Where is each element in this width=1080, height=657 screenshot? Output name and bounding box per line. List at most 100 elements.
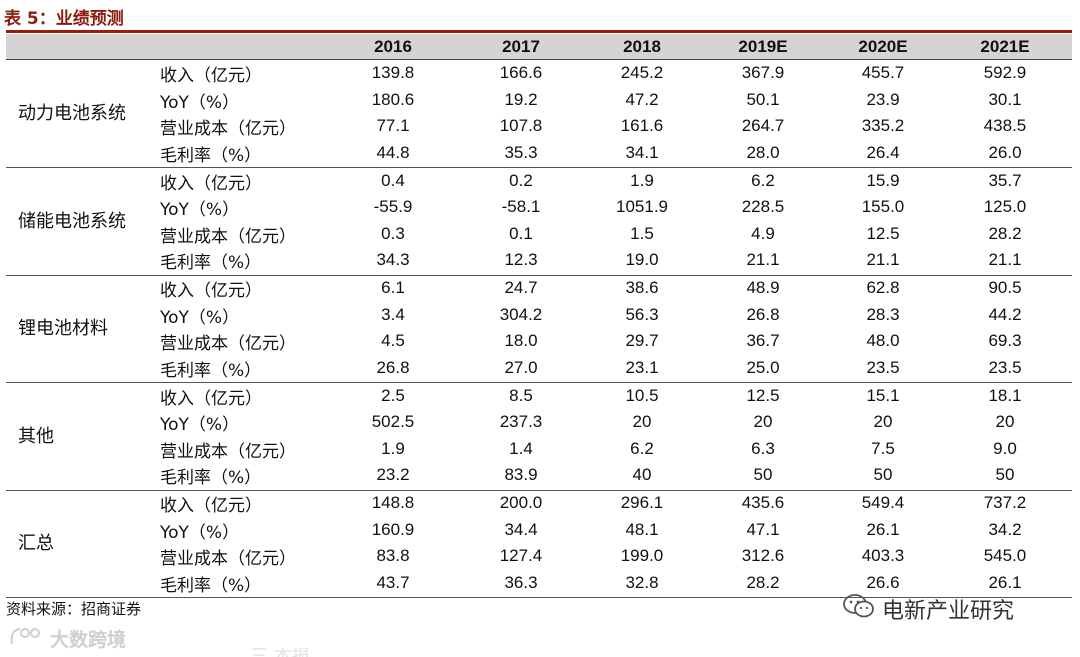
- table-cell: 28.3: [866, 304, 900, 324]
- metric-label: YoY（%）: [160, 92, 240, 113]
- watermark-text: 大数跨境: [50, 629, 127, 651]
- table-cell: 367.9: [741, 63, 785, 82]
- table-cell: 127.4: [499, 546, 543, 565]
- table-cell: 10.5: [625, 385, 659, 405]
- metric-label: 收入（亿元）: [160, 281, 262, 301]
- segment-name: 动力电池系统: [18, 103, 126, 124]
- table-cell: 12.5: [746, 385, 780, 405]
- table-row: YoY（%） 160.9 34.4 48.1 47.1 26.1 34.2: [6, 519, 1072, 545]
- table-cell: 23.1: [625, 357, 659, 377]
- metric-label: 营业成本（亿元）: [160, 334, 296, 354]
- table-row: 营业成本（亿元） 0.3 0.1 1.5 4.9 12.5 28.2: [6, 223, 1072, 249]
- table-cell: 502.5: [371, 412, 415, 431]
- table-cell: 40: [632, 465, 652, 484]
- metric-label: 营业成本（亿元）: [160, 119, 296, 139]
- table-row: 毛利率（%） 34.3 12.3 19.0 21.1 21.1 21.1: [6, 249, 1072, 275]
- cropped-faint-text: 三 本报: [250, 648, 340, 657]
- table-cell: 6.3: [751, 438, 775, 458]
- table-cell: 56.3: [625, 304, 659, 324]
- table-cell: 83.9: [504, 465, 538, 484]
- metric-label: 收入（亿元）: [160, 66, 262, 86]
- table-cell: 30.1: [988, 89, 1022, 109]
- table-row: 收入（亿元） 6.1 24.7 38.6 48.9 62.8 90.5: [6, 277, 1072, 303]
- table-cell: 50: [873, 465, 893, 484]
- top-rule: [6, 30, 1072, 33]
- table-cell: 148.8: [371, 493, 415, 512]
- table-cell: 19.0: [625, 250, 659, 269]
- year-header: 2021E: [980, 37, 1030, 56]
- table-cell: 26.8: [376, 357, 410, 377]
- table-cell: 20: [995, 412, 1015, 431]
- metric-label: 收入（亿元）: [160, 496, 262, 516]
- table-cell: 28.2: [988, 223, 1022, 243]
- segment-group: 动力电池系统 收入（亿元） 139.8 166.6 245.2 367.9 455.7 592…: [6, 60, 1072, 168]
- table-cell: 15.1: [866, 385, 900, 405]
- table-cell: 34.3: [376, 250, 410, 269]
- table-cell: 69.3: [988, 331, 1022, 350]
- segment-name: 锂电池材料: [18, 318, 108, 339]
- table-cell: 155.0: [861, 197, 905, 216]
- table-row: 收入（亿元） 148.8 200.0 296.1 435.6 549.4 737.2: [6, 492, 1072, 518]
- table-cell: 20: [632, 412, 652, 431]
- table-cell: 26.4: [866, 142, 900, 162]
- table-cell: 200.0: [499, 493, 543, 512]
- table-cell: 3.4: [381, 304, 405, 324]
- table-row: YoY（%） 180.6 19.2 47.2 50.1 23.9 30.1: [6, 89, 1072, 115]
- table-cell: 438.5: [983, 116, 1027, 135]
- table-cell: 21.1: [746, 250, 780, 269]
- table-cell: 160.9: [371, 519, 415, 539]
- table-cell: 20: [873, 412, 893, 431]
- table-cell: 24.7: [504, 278, 538, 297]
- table-cell: 26.0: [988, 142, 1022, 162]
- segment-name: 汇总: [18, 533, 54, 554]
- segment-name: 储能电池系统: [18, 210, 126, 232]
- year-header: 2017: [502, 37, 540, 56]
- table-cell: 36.7: [746, 331, 780, 350]
- table-cell: 34.1: [625, 142, 659, 162]
- table-cell: 9.0: [993, 438, 1017, 458]
- table-cell: 1051.9: [616, 197, 668, 216]
- table-cell: 7.5: [871, 438, 895, 458]
- table-cell: 8.5: [509, 385, 533, 405]
- table-cell: 312.6: [741, 546, 785, 565]
- table-row: 收入（亿元） 139.8 166.6 245.2 367.9 455.7 592.9: [6, 62, 1072, 88]
- metric-label: 毛利率（%）: [160, 468, 262, 488]
- table-cell: 19.2: [504, 89, 538, 109]
- table-header: 2016 2017 2018 2019E 2020E 2021E: [6, 34, 1072, 60]
- table-cell: 1.4: [509, 438, 533, 458]
- metric-label: 收入（亿元）: [160, 388, 262, 409]
- segment-group: 汇总 收入（亿元） 148.8 200.0 296.1 435.6 549.4 737.2 Yo…: [6, 490, 1072, 598]
- table-cell: 48.9: [746, 278, 780, 297]
- table-cell: 6.1: [381, 278, 405, 297]
- table-cell: 35.3: [504, 142, 538, 162]
- table-cell: 20: [753, 412, 773, 431]
- table-cell: 296.1: [620, 493, 664, 512]
- source-note: 资料来源：招商证券: [6, 600, 142, 618]
- table-cell: 545.0: [983, 546, 1027, 565]
- table-cell: 23.5: [866, 357, 900, 377]
- metric-label: 毛利率（%）: [160, 575, 262, 596]
- metric-label: 收入（亿元）: [160, 173, 262, 194]
- table-cell: 592.9: [983, 63, 1027, 82]
- table-cell: 21.1: [988, 250, 1022, 269]
- table-cell: 34.2: [988, 519, 1022, 539]
- table-cell: 25.0: [746, 357, 780, 377]
- table-cell: 0.1: [509, 223, 533, 243]
- table-cell: 23.2: [376, 465, 410, 484]
- table-cell: 166.6: [499, 63, 543, 82]
- metric-label: 营业成本（亿元）: [160, 226, 296, 247]
- site-watermark: 大数跨境: [8, 624, 126, 653]
- table-row: YoY（%） -55.9 -58.1 1051.9 228.5 155.0 125.0: [6, 196, 1072, 222]
- year-header: 2018: [623, 37, 661, 56]
- metric-label: YoY（%）: [160, 307, 240, 328]
- table-row: YoY（%） 3.4 304.2 56.3 26.8 28.3 44.2: [6, 304, 1072, 330]
- table-row: 营业成本（亿元） 4.5 18.0 29.7 36.7 48.0 69.3: [6, 330, 1072, 356]
- table-cell: 12.5: [866, 223, 900, 243]
- metric-label: YoY（%）: [160, 415, 240, 435]
- table-cell: 23.9: [866, 89, 900, 109]
- table-row: 毛利率（%） 43.7 36.3 32.8 28.2 26.6 26.1: [6, 572, 1072, 598]
- segment-group: 其他 收入（亿元） 2.5 8.5 10.5 12.5 15.1 18.1 YoY（%） 502.…: [6, 383, 1072, 491]
- metric-label: YoY（%）: [160, 522, 240, 543]
- table-cell: 47.2: [625, 89, 659, 109]
- metric-label: 毛利率（%）: [160, 360, 262, 381]
